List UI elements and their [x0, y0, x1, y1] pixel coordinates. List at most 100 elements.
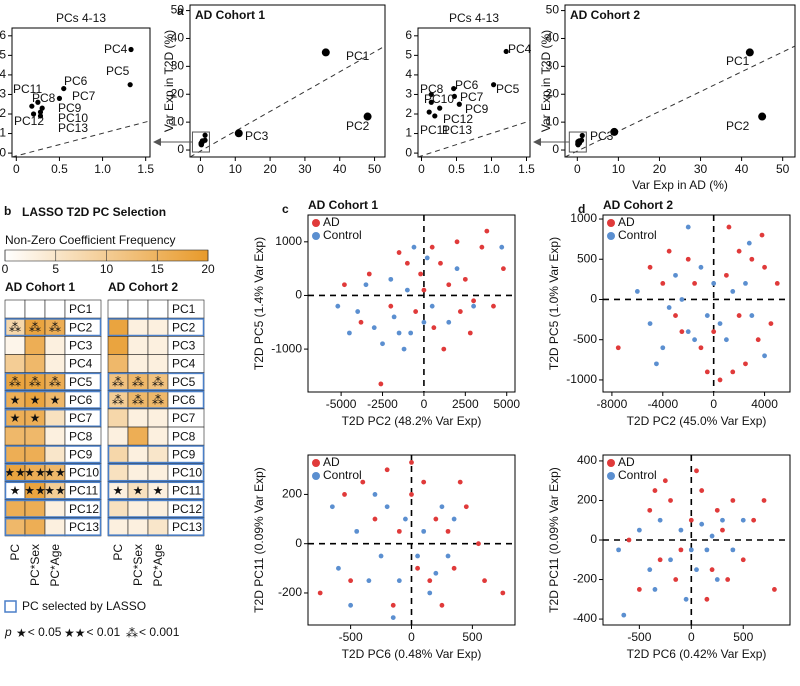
- point: [636, 587, 642, 592]
- point: [128, 46, 134, 53]
- significance-mark: ⁂: [29, 320, 41, 334]
- point: [745, 48, 754, 57]
- y-tick-label: -1000: [566, 372, 597, 386]
- significance-mark: ★: [153, 484, 164, 498]
- point: [704, 547, 710, 553]
- point: [730, 498, 736, 503]
- chart-title: AD Cohort 1: [308, 198, 378, 212]
- point-label: PC6: [64, 74, 88, 88]
- x-tick-label: 30: [694, 162, 708, 176]
- point: [699, 521, 705, 527]
- y-tick-label: -200: [278, 585, 302, 599]
- row-label: PC4: [172, 357, 196, 371]
- significance-mark: ★★: [4, 466, 26, 480]
- point: [403, 516, 408, 522]
- y-tick-label: 10: [171, 114, 185, 128]
- point: [720, 527, 725, 533]
- point: [736, 313, 742, 318]
- column-label: PC: [8, 544, 22, 561]
- y-tick-label: 0: [590, 292, 597, 306]
- selection-box: [107, 499, 205, 518]
- significance-mark: ⁂: [49, 375, 61, 389]
- point: [471, 303, 476, 309]
- colorbar-tick-label: 20: [201, 262, 215, 276]
- heat-cell: [147, 444, 169, 464]
- colorbar-tick-label: 0: [2, 262, 9, 276]
- significance-mark: ★: [50, 393, 61, 407]
- legend-marker: [312, 219, 320, 227]
- row-label: PC13: [172, 520, 202, 534]
- y-tick-label: 4: [0, 67, 6, 81]
- x-axis-label: Var Exp in AD (%): [632, 178, 728, 192]
- heat-cell: [4, 444, 26, 464]
- point-label: PC13: [58, 121, 88, 135]
- point: [615, 345, 621, 351]
- selection-box: [4, 481, 102, 500]
- selection-box: [4, 517, 102, 536]
- heat-cell: [44, 499, 66, 519]
- legend-label: Control: [618, 468, 657, 482]
- y-tick-label: 0: [295, 288, 302, 302]
- point: [388, 303, 394, 309]
- significance-mark: ★: [113, 484, 124, 498]
- y-tick-label: 200: [282, 487, 302, 501]
- heat-cell: [4, 335, 26, 355]
- point: [421, 479, 427, 485]
- point: [348, 578, 354, 584]
- plot-frame: [189, 4, 386, 158]
- point: [347, 330, 352, 336]
- point: [704, 313, 710, 318]
- heat-cell: [24, 517, 46, 537]
- y-tick-label: 5: [0, 48, 6, 62]
- point: [668, 557, 673, 563]
- selection-box: [4, 499, 102, 518]
- point: [709, 533, 715, 539]
- significance-mark: ★★: [44, 466, 66, 480]
- heat-cell: [127, 335, 149, 355]
- point: [736, 248, 742, 254]
- point: [579, 132, 585, 139]
- heat-cell: [4, 426, 26, 446]
- point: [673, 577, 679, 582]
- point: [37, 109, 44, 115]
- x-tick-label: -4000: [647, 397, 678, 411]
- heat-cell: [147, 426, 169, 446]
- heat-cell: [127, 299, 149, 319]
- point: [39, 105, 45, 111]
- selection-box: [107, 517, 205, 536]
- point: [746, 240, 752, 246]
- heat-cell: [147, 517, 169, 537]
- point-label: PC8: [420, 82, 444, 96]
- x-tick-label: 4000: [751, 397, 778, 411]
- point: [396, 250, 402, 255]
- heat-cell: [127, 408, 149, 428]
- x-tick-label: 0: [418, 162, 425, 176]
- point: [501, 266, 506, 272]
- point: [396, 528, 402, 534]
- selection-box: [4, 408, 102, 428]
- heat-cell: [24, 335, 46, 355]
- point-label: PC1: [726, 54, 750, 68]
- point-label: PC10: [58, 111, 88, 125]
- y-tick-label: 6: [0, 28, 6, 42]
- row-label: PC2: [69, 320, 93, 334]
- point: [127, 82, 133, 88]
- plot-frame: [11, 27, 151, 158]
- y-tick-label: -500: [573, 332, 597, 346]
- point: [621, 612, 627, 618]
- panel-letter: a: [177, 4, 184, 18]
- point-label: PC11: [420, 123, 449, 137]
- x-tick-label: -5000: [326, 397, 357, 411]
- y-tick-label: 40: [546, 31, 560, 45]
- y-tick-label: 40: [171, 31, 185, 45]
- point: [685, 256, 691, 262]
- legend-label: Control: [618, 228, 657, 242]
- point: [730, 547, 736, 553]
- point: [378, 381, 384, 387]
- point: [717, 321, 723, 327]
- legend-marker: [4, 600, 17, 613]
- point: [56, 95, 63, 101]
- y-tick-label: 0: [295, 536, 302, 550]
- point: [636, 527, 642, 533]
- point: [342, 492, 347, 497]
